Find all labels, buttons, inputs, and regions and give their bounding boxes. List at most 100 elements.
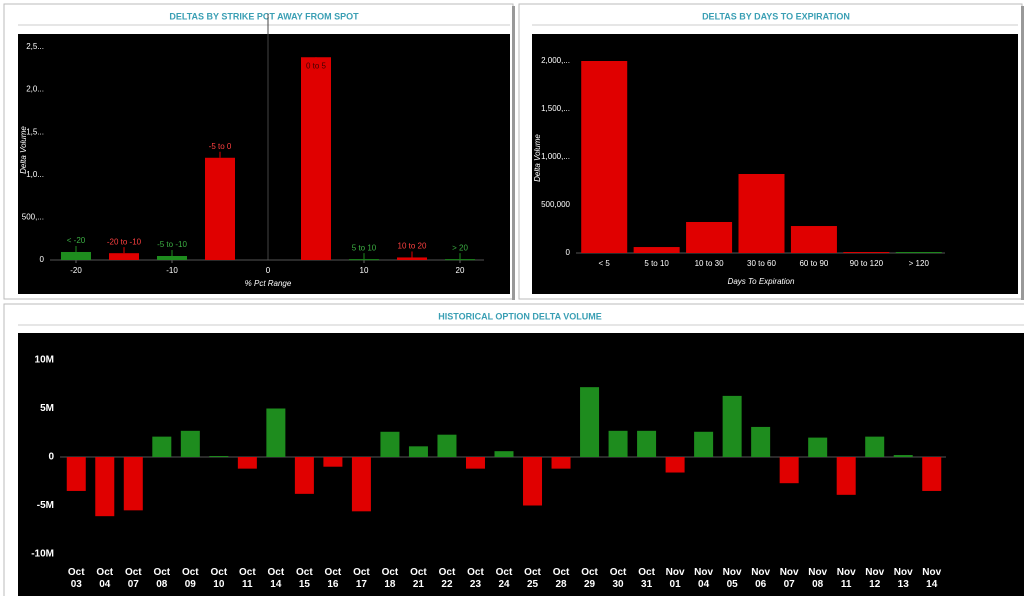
bar	[157, 255, 187, 260]
bar-label: -5 to 0	[209, 142, 232, 151]
bar	[694, 431, 714, 457]
x-tick-label: Nov 01	[665, 566, 685, 590]
bar	[580, 387, 600, 457]
bar	[633, 247, 680, 253]
bar-label: 10 to 20	[398, 242, 427, 251]
x-tick-label: Oct 25	[524, 566, 541, 590]
bar	[808, 437, 828, 457]
x-tick-label: Oct 17	[353, 566, 370, 590]
x-tick-label: Oct 16	[324, 566, 342, 590]
x-tick-label: Oct 11	[239, 566, 256, 590]
x-tick-label: Oct 09	[181, 566, 199, 590]
x-axis-title: % Pct Range	[245, 279, 292, 288]
y-tick-label: 2,5...	[26, 42, 44, 51]
bar	[351, 457, 371, 512]
bar	[323, 457, 343, 467]
bar	[608, 430, 628, 457]
x-tick-label: Oct 22	[438, 566, 456, 590]
x-tick-label: Oct 08	[153, 566, 171, 590]
bar	[301, 57, 331, 260]
x-tick-label: Nov 07	[779, 566, 799, 590]
bar	[738, 173, 785, 253]
bar	[637, 430, 657, 457]
x-tick-label: 0	[266, 266, 271, 275]
bar	[180, 430, 200, 457]
x-tick-label: 10	[360, 266, 369, 275]
bar	[686, 221, 733, 253]
x-tick-label: Oct 28	[552, 566, 570, 590]
bar	[209, 456, 229, 458]
bar	[380, 431, 400, 457]
y-tick-label: 5M	[40, 403, 54, 414]
x-tick-label: Oct 21	[410, 566, 427, 590]
bar	[836, 457, 856, 495]
bar	[205, 157, 235, 260]
x-tick-label: Oct 14	[267, 566, 285, 590]
y-tick-label: 0	[40, 255, 45, 264]
panel-title: DELTAS BY STRIKE PCT AWAY FROM SPOT	[169, 11, 359, 21]
y-tick-label: 2,0...	[26, 85, 44, 94]
x-tick-label: 90 to 120	[850, 259, 884, 268]
bar	[465, 457, 485, 469]
bar-label: -20 to -10	[107, 237, 142, 246]
x-tick-label: Oct 18	[381, 566, 399, 590]
y-tick-label: 0	[48, 452, 54, 463]
plot-bg	[18, 333, 1024, 596]
panel-title: HISTORICAL OPTION DELTA VOLUME	[438, 311, 602, 321]
x-tick-label: 60 to 90	[799, 259, 828, 268]
bar	[494, 451, 514, 457]
y-tick-label: 500,000	[541, 200, 570, 209]
y-tick-label: 2,000,...	[541, 56, 570, 65]
x-tick-label: Oct 15	[296, 566, 313, 590]
y-tick-label: 1,500,...	[541, 104, 570, 113]
bar	[895, 252, 942, 254]
x-tick-label: -10	[166, 266, 178, 275]
y-tick-label: 1,000,...	[541, 152, 570, 161]
bar	[445, 259, 475, 261]
y-axis-title: Delta Volume	[19, 126, 28, 174]
bar	[581, 61, 628, 253]
x-tick-label: Nov 06	[751, 566, 771, 590]
x-tick-label: < 5	[599, 259, 611, 268]
bar	[152, 436, 172, 457]
x-tick-label: 10 to 30	[695, 259, 724, 268]
bar	[665, 457, 685, 473]
bar	[437, 434, 457, 457]
bar-label: > 20	[452, 243, 468, 252]
bar	[123, 457, 143, 511]
x-tick-label: Oct 24	[495, 566, 513, 590]
y-axis-title: Delta Volume	[533, 134, 542, 182]
bar	[843, 252, 890, 254]
bar	[922, 457, 942, 491]
bar	[790, 226, 837, 253]
x-tick-label: Nov 14	[922, 566, 942, 590]
x-tick-label: > 120	[909, 259, 930, 268]
bar	[779, 457, 799, 484]
x-tick-label: Nov 13	[893, 566, 913, 590]
x-tick-label: Nov 04	[694, 566, 714, 590]
bar	[397, 257, 427, 260]
bar	[109, 253, 139, 260]
x-tick-label: Oct 30	[609, 566, 627, 590]
panel-shadow	[512, 6, 515, 300]
y-tick-label: 10M	[35, 355, 54, 366]
x-tick-label: Oct 10	[210, 566, 228, 590]
x-tick-label: Nov 11	[836, 566, 856, 590]
bar-label: 5 to 10	[352, 243, 377, 252]
y-tick-label: 0	[566, 248, 571, 257]
bar	[551, 457, 571, 469]
x-tick-label: Nov 12	[865, 566, 885, 590]
bar-label: 0 to 5	[306, 61, 327, 70]
x-tick-label: Oct 04	[96, 566, 114, 590]
bar	[523, 457, 543, 506]
panel-title: DELTAS BY DAYS TO EXPIRATION	[702, 11, 850, 21]
y-tick-label: 1,0...	[26, 170, 44, 179]
bar	[61, 251, 91, 260]
bar	[865, 436, 885, 457]
bar	[237, 457, 257, 469]
bar-label: -5 to -10	[157, 240, 187, 249]
x-tick-label: 20	[456, 266, 465, 275]
bar	[66, 457, 86, 491]
